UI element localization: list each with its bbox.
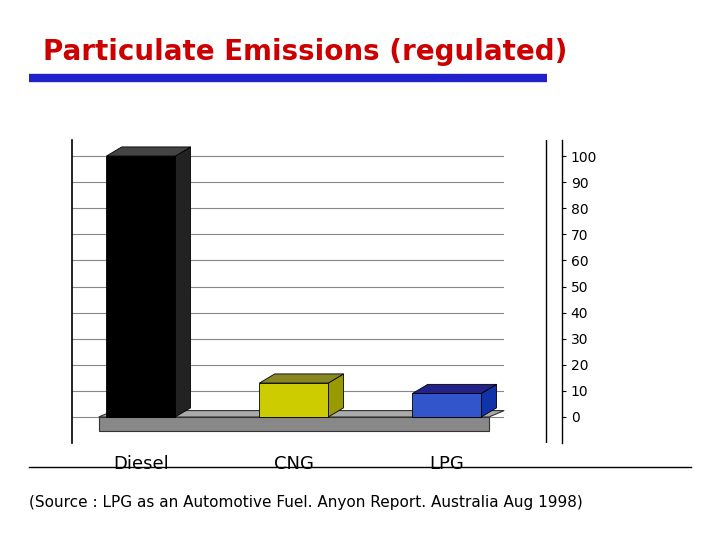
Polygon shape <box>259 374 343 383</box>
Polygon shape <box>413 394 481 417</box>
Polygon shape <box>107 156 175 417</box>
Polygon shape <box>259 383 328 417</box>
Polygon shape <box>328 374 343 417</box>
Polygon shape <box>481 384 497 417</box>
Text: Particulate Emissions (regulated): Particulate Emissions (regulated) <box>43 38 567 66</box>
Polygon shape <box>99 417 489 431</box>
Text: (Source : LPG as an Automotive Fuel. Anyon Report. Australia Aug 1998): (Source : LPG as an Automotive Fuel. Any… <box>29 495 582 510</box>
Polygon shape <box>175 147 191 417</box>
Polygon shape <box>99 410 504 417</box>
Polygon shape <box>413 384 497 394</box>
Polygon shape <box>107 147 191 156</box>
